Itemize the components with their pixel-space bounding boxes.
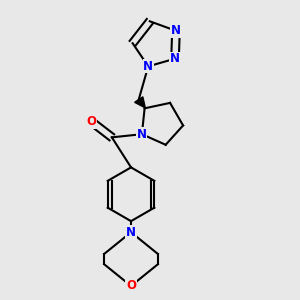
Text: N: N: [143, 60, 153, 73]
Text: O: O: [126, 280, 136, 292]
Text: N: N: [137, 128, 147, 141]
Text: N: N: [126, 226, 136, 239]
Text: N: N: [170, 52, 180, 65]
Text: O: O: [86, 115, 96, 128]
Polygon shape: [135, 97, 145, 108]
Text: N: N: [171, 24, 181, 37]
